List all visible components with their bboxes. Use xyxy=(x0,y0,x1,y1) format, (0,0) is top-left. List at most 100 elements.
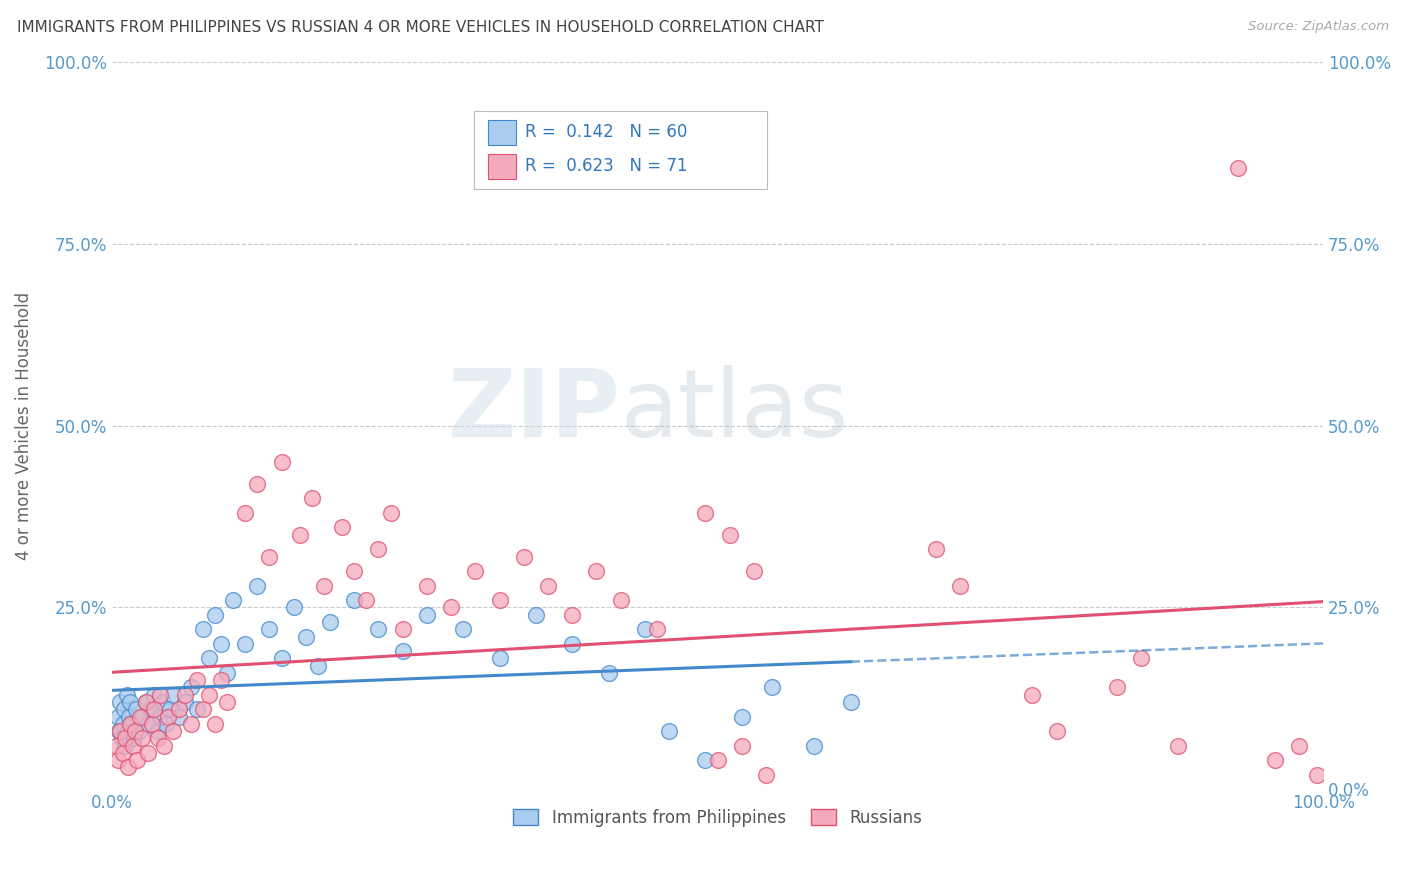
Point xyxy=(215,695,238,709)
Point xyxy=(1130,651,1153,665)
Point xyxy=(135,695,157,709)
Point xyxy=(125,702,148,716)
Point xyxy=(391,644,413,658)
Text: IMMIGRANTS FROM PHILIPPINES VS RUSSIAN 4 OR MORE VEHICLES IN HOUSEHOLD CORRELATI: IMMIGRANTS FROM PHILIPPINES VS RUSSIAN 4… xyxy=(17,20,824,35)
Point xyxy=(488,593,510,607)
Point xyxy=(173,688,195,702)
Point xyxy=(537,579,560,593)
Point xyxy=(343,593,366,607)
Point xyxy=(108,724,131,739)
Point xyxy=(1288,739,1310,753)
Point xyxy=(222,593,245,607)
Point xyxy=(585,564,607,578)
Point xyxy=(124,724,146,739)
Point xyxy=(1046,724,1069,739)
Point xyxy=(152,695,174,709)
Point xyxy=(209,637,232,651)
Point xyxy=(143,688,166,702)
Point xyxy=(598,665,620,680)
Point xyxy=(162,724,184,739)
Point xyxy=(416,607,439,622)
Point xyxy=(695,753,717,767)
Point xyxy=(924,542,946,557)
Point xyxy=(146,731,169,746)
Point xyxy=(136,746,159,760)
Point xyxy=(246,579,269,593)
Point xyxy=(658,724,681,739)
Point xyxy=(233,637,256,651)
Point xyxy=(186,673,208,688)
Point xyxy=(839,695,862,709)
Point xyxy=(270,455,292,469)
Point xyxy=(117,760,139,774)
Point xyxy=(167,709,190,723)
Point xyxy=(561,637,583,651)
Point xyxy=(634,622,657,636)
Point xyxy=(380,506,402,520)
Point xyxy=(259,549,281,564)
Point xyxy=(114,731,136,746)
Text: Source: ZipAtlas.com: Source: ZipAtlas.com xyxy=(1249,20,1389,33)
Point xyxy=(128,724,150,739)
Point xyxy=(1107,681,1129,695)
Point xyxy=(561,607,583,622)
Point xyxy=(367,542,389,557)
Point xyxy=(440,600,463,615)
Point xyxy=(139,702,162,716)
Point xyxy=(153,739,176,753)
Point xyxy=(107,709,129,723)
Point xyxy=(464,564,486,578)
Point xyxy=(524,607,547,622)
Point xyxy=(198,651,221,665)
Point xyxy=(755,767,778,781)
Point xyxy=(312,579,335,593)
Point xyxy=(488,651,510,665)
Point xyxy=(149,709,172,723)
Point xyxy=(1264,753,1286,767)
Point xyxy=(1227,161,1250,175)
Point xyxy=(143,702,166,716)
Point xyxy=(111,746,134,760)
Point xyxy=(173,695,195,709)
Point xyxy=(159,702,181,716)
Point xyxy=(718,527,741,541)
Point xyxy=(246,476,269,491)
Point xyxy=(270,651,292,665)
Point xyxy=(131,709,153,723)
Y-axis label: 4 or more Vehicles in Household: 4 or more Vehicles in Household xyxy=(15,292,32,560)
Point xyxy=(110,724,132,739)
Point xyxy=(742,564,765,578)
Point xyxy=(609,593,631,607)
Point xyxy=(259,622,281,636)
Point xyxy=(343,564,366,578)
Point xyxy=(367,622,389,636)
Point xyxy=(120,716,142,731)
Point xyxy=(803,739,825,753)
Point xyxy=(111,731,134,746)
Point xyxy=(356,593,378,607)
Point xyxy=(120,695,142,709)
Point xyxy=(135,695,157,709)
Point xyxy=(156,709,179,723)
Point xyxy=(319,615,342,629)
Point xyxy=(122,731,145,746)
Point xyxy=(1167,739,1189,753)
Point xyxy=(215,665,238,680)
Point xyxy=(107,753,129,767)
Point xyxy=(283,600,305,615)
Point xyxy=(127,753,149,767)
Point xyxy=(330,520,353,534)
Point xyxy=(949,579,972,593)
Point xyxy=(141,716,163,731)
Point xyxy=(1306,767,1329,781)
Point xyxy=(288,527,311,541)
Point xyxy=(149,688,172,702)
Point xyxy=(104,739,127,753)
Point xyxy=(209,673,232,688)
Text: atlas: atlas xyxy=(620,365,849,457)
Point xyxy=(204,607,226,622)
Point xyxy=(1021,688,1043,702)
Point xyxy=(180,681,202,695)
Point xyxy=(131,731,153,746)
Point xyxy=(120,716,142,731)
